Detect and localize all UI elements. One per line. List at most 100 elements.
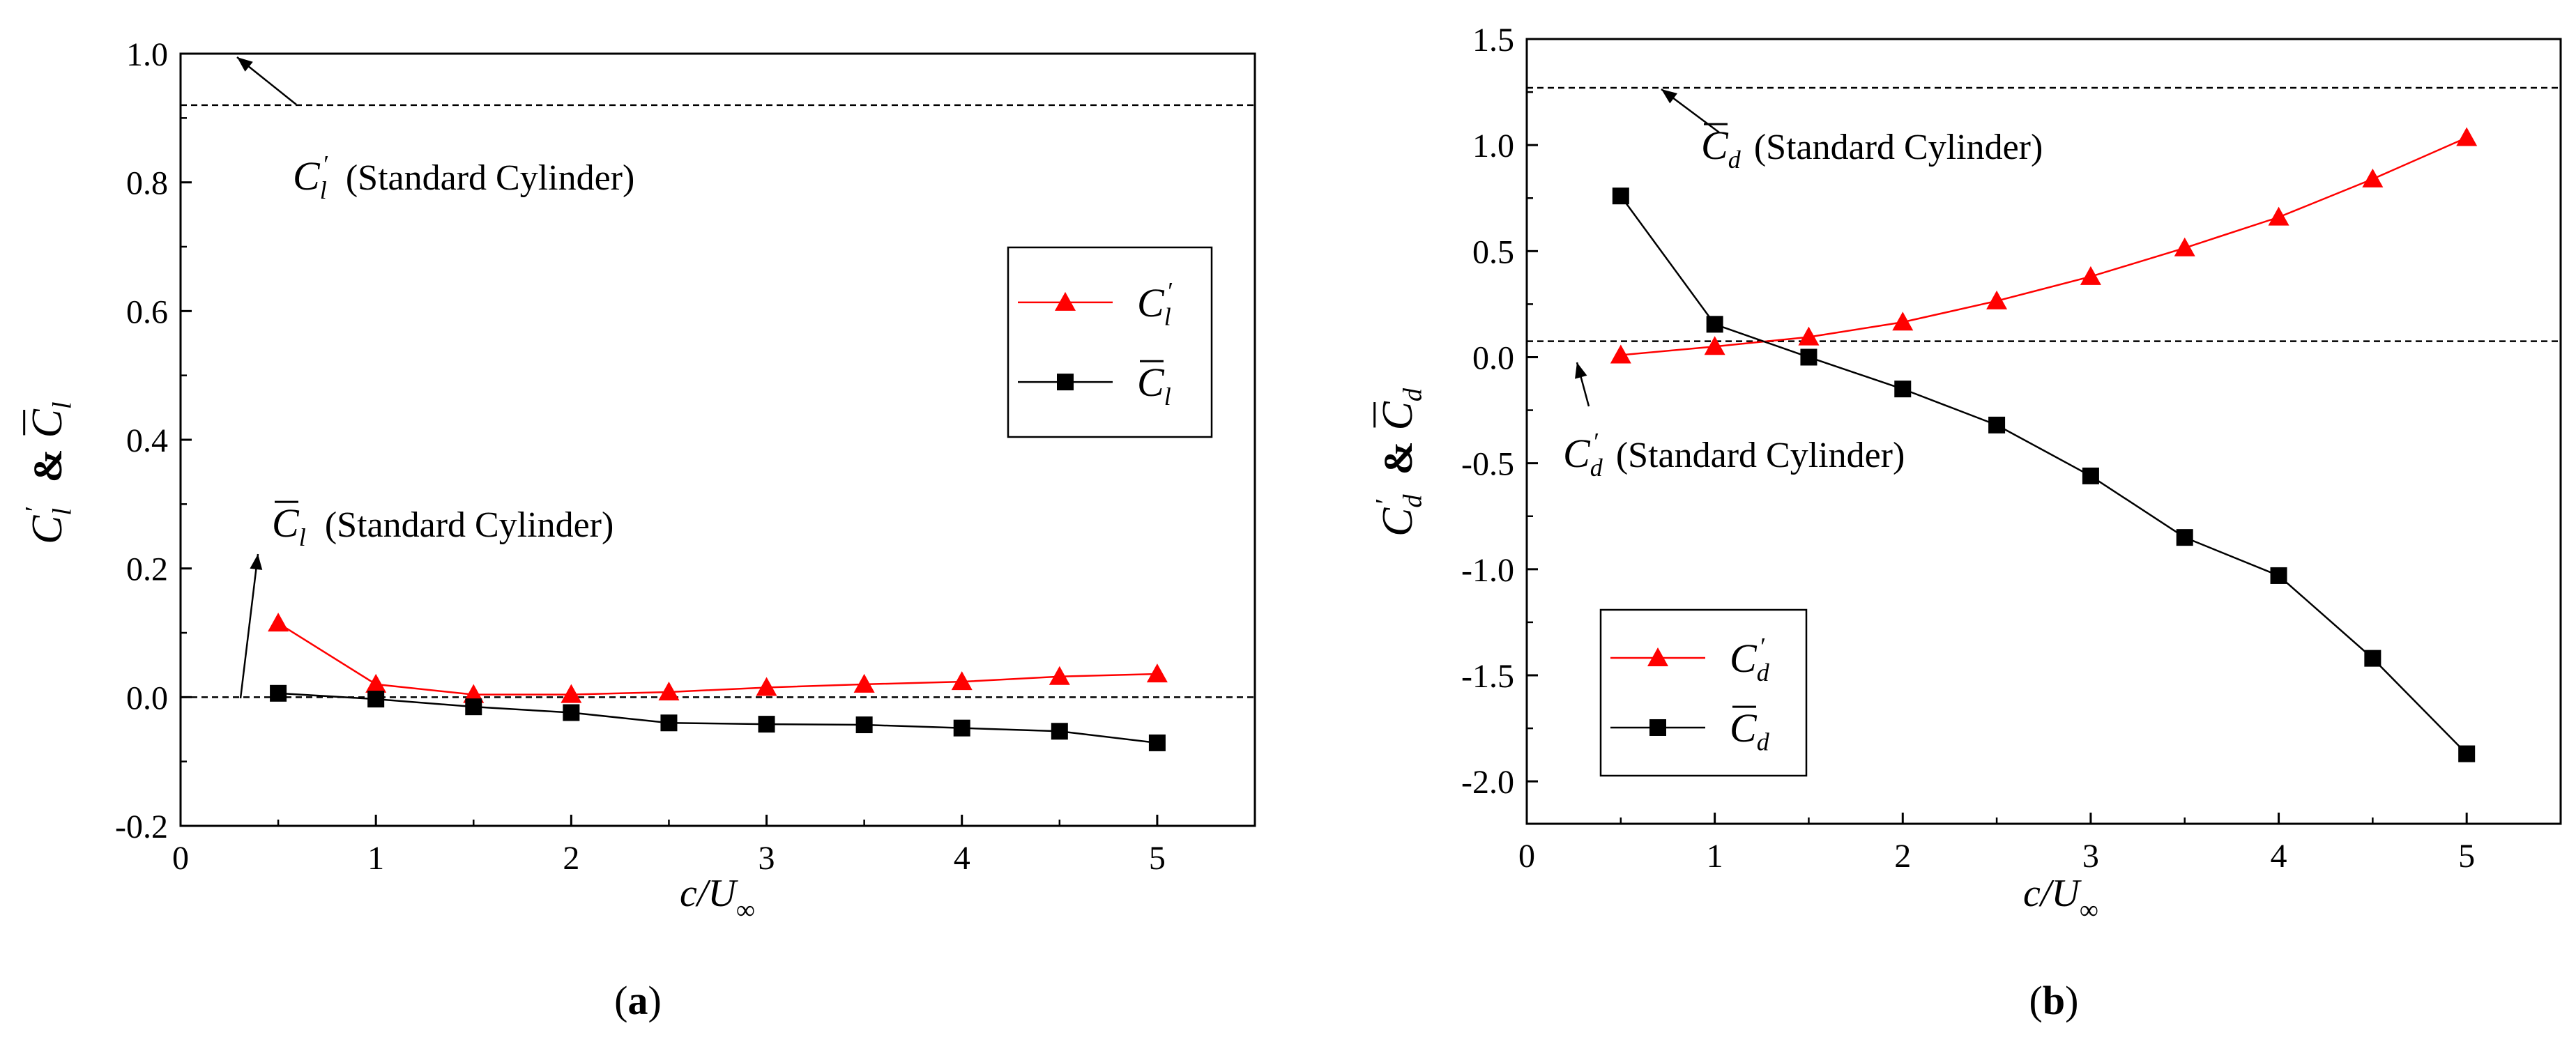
- reference-arrow-head: [250, 554, 263, 570]
- data-point: [1894, 381, 1912, 398]
- x-tick-label: 1: [1707, 838, 1723, 875]
- data-point: [658, 681, 680, 700]
- x-tick-label: 0: [172, 840, 189, 877]
- y-axis-label: Cd′&Cd: [1371, 387, 1428, 537]
- x-tick-label: 5: [1149, 840, 1166, 877]
- data-point: [2270, 567, 2287, 584]
- reference-symbol: Cd: [1563, 431, 1603, 482]
- y-tick-label: -0.5: [1461, 446, 1514, 483]
- y-tick-label: 0.5: [1472, 233, 1514, 270]
- y-label-symbol-bar: Cl: [24, 401, 77, 438]
- data-point: [367, 691, 385, 708]
- data-point: [1704, 336, 1725, 355]
- y-tick-label: 1.0: [1472, 128, 1514, 164]
- data-point: [2364, 650, 2381, 667]
- legend-box: [1599, 608, 1808, 777]
- chart-panel-b: 0 1 2 3 4 5 -2.0 -1.5 -1.0 -0.5 0.0 0.5 1.0 1.5 Cd (Sta…: [1371, 22, 2562, 1023]
- legend-marker: [1055, 291, 1076, 311]
- data-point: [2458, 745, 2476, 762]
- data-point: [2268, 206, 2289, 226]
- data-point: [1148, 734, 1166, 751]
- x-axis-label: c/U∞: [2023, 872, 2098, 925]
- data-point: [1706, 316, 1723, 333]
- reference-label: (Standard Cylinder): [1754, 128, 2043, 167]
- data-point: [1049, 666, 1070, 685]
- y-tick-label: 1.0: [126, 36, 168, 73]
- y-tick-label: -2.0: [1461, 764, 1514, 801]
- x-tick-label: 3: [759, 840, 775, 877]
- series-line-mean: [278, 692, 1158, 744]
- reference-label: (Standard Cylinder): [325, 505, 613, 545]
- data-point: [561, 684, 582, 703]
- data-point: [563, 704, 580, 721]
- data-point: [855, 716, 873, 734]
- y-label-symbol-prime: Cd: [1374, 494, 1428, 537]
- y-label-ampersand: &: [25, 449, 70, 482]
- series-line-prime: [277, 622, 1157, 696]
- data-point: [1800, 348, 1817, 366]
- data-point: [2176, 529, 2193, 546]
- data-point: [1610, 344, 1631, 364]
- data-point: [853, 673, 875, 693]
- reference-symbol: Cd: [1701, 123, 1742, 174]
- reference-arrow-shaft: [239, 553, 259, 699]
- data-point: [951, 671, 973, 691]
- reference-symbol: Cl: [272, 500, 306, 551]
- y-tick-label: -0.2: [115, 808, 168, 845]
- panel-label: (a): [614, 978, 662, 1023]
- y-tick-label: 0.2: [126, 551, 168, 588]
- reference-symbol: Cl: [293, 153, 327, 204]
- panel-label: (b): [2029, 978, 2079, 1023]
- data-point: [2080, 266, 2101, 285]
- data-point: [2456, 127, 2478, 146]
- reference-arrow-head: [1661, 89, 1678, 104]
- x-tick-label: 5: [2458, 838, 2475, 875]
- x-tick-label: 2: [1894, 838, 1911, 875]
- y-tick-label: 0.0: [1472, 339, 1514, 376]
- series-line-mean: [1619, 195, 2468, 755]
- reference-label: (Standard Cylinder): [346, 158, 634, 198]
- data-point: [2174, 237, 2195, 256]
- data-point: [365, 673, 387, 693]
- x-tick-label: 1: [367, 840, 384, 877]
- legend-label-prime: ′: [1759, 633, 1765, 661]
- data-point: [1986, 290, 2008, 309]
- reference-label: (Standard Cylinder): [1616, 436, 1905, 475]
- y-tick-label: 1.5: [1472, 22, 1514, 59]
- x-tick-label: 2: [563, 840, 579, 877]
- reference-arrow-head: [237, 57, 253, 72]
- data-point: [1988, 416, 2006, 433]
- legend-box: [1007, 246, 1213, 438]
- data-point: [1146, 663, 1168, 683]
- y-tick-label: 0.0: [126, 680, 168, 716]
- legend-label: Cl: [1137, 360, 1171, 410]
- legend-label: Cd: [1730, 636, 1770, 686]
- data-point: [953, 719, 970, 737]
- y-axis-label: Cl′&Cl: [20, 401, 77, 544]
- data-point: [1612, 187, 1629, 205]
- plot-frame: [179, 52, 1256, 827]
- y-label-symbol-prime-prime: ′: [1371, 500, 1400, 506]
- x-tick-label: 0: [1518, 838, 1535, 875]
- data-point: [758, 716, 775, 733]
- y-label-symbol-prime-prime: ′: [20, 507, 49, 514]
- data-point: [463, 684, 485, 703]
- y-tick-label: 0.8: [126, 165, 168, 202]
- x-axis-label: c/U∞: [680, 872, 755, 925]
- x-tick-label: 3: [2082, 838, 2099, 875]
- legend-marker: [1649, 719, 1666, 736]
- chart-panel-a: 0 1 2 3 4 5-0.20.00.20.40.60.81.0Cl′ (Standard…: [20, 36, 1256, 1023]
- data-point: [1051, 723, 1068, 740]
- legend-label: Cd: [1730, 705, 1770, 756]
- reference-arrow-head: [1575, 362, 1587, 379]
- series-line-prime: [1620, 137, 2467, 356]
- data-point: [756, 677, 777, 696]
- data-point: [660, 714, 678, 732]
- data-point: [1798, 326, 1820, 346]
- y-tick-label: -1.5: [1461, 658, 1514, 695]
- reference-symbol-prime: ′: [1592, 428, 1599, 456]
- x-tick-label: 4: [954, 840, 970, 877]
- data-point: [2082, 467, 2099, 484]
- x-tick-label: 4: [2271, 838, 2287, 875]
